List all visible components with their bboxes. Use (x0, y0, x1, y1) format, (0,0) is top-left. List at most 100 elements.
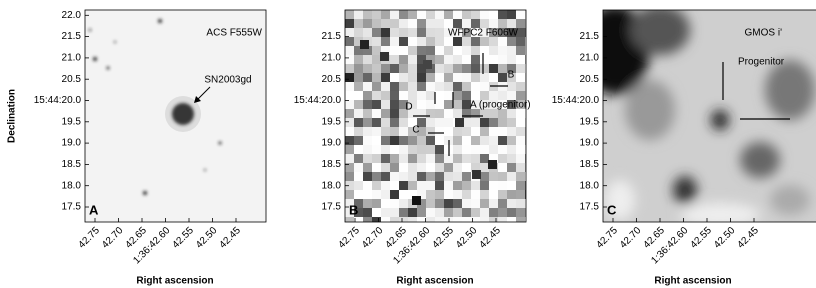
pixel (462, 190, 472, 200)
pixel (390, 136, 400, 146)
pixel (516, 145, 526, 155)
pixel (498, 136, 508, 146)
pixel (498, 190, 508, 200)
pixel (525, 190, 535, 200)
pixel (372, 190, 382, 200)
x-tick-label: 42.70 (100, 225, 126, 251)
pixel (408, 154, 418, 164)
pixel (455, 118, 464, 127)
pixel (354, 100, 364, 110)
pixel (372, 208, 382, 218)
pixel (345, 154, 355, 164)
pixel (417, 100, 427, 110)
pixel (498, 172, 508, 182)
x-tick-label: 42.55 (689, 225, 715, 251)
image-a (85, 10, 266, 222)
pixel (363, 154, 373, 164)
x-tick-label: 42.45 (218, 225, 244, 251)
pixel (372, 10, 382, 20)
y-tick-label: 21.0 (580, 53, 600, 64)
pixel (507, 127, 517, 137)
pixel (516, 154, 526, 164)
pixel (372, 82, 382, 92)
y-tick-label: 17.5 (580, 202, 600, 213)
pixel (399, 46, 409, 56)
pixel (426, 19, 436, 29)
pixel (453, 100, 463, 110)
pixel (480, 172, 490, 182)
pixel (525, 208, 535, 218)
pixel (426, 190, 436, 200)
pixel (345, 73, 355, 83)
pixel (399, 91, 409, 101)
pixel (408, 19, 418, 29)
pixel (488, 160, 497, 169)
y-tick-label: 20.5 (322, 74, 342, 85)
pixel (498, 10, 508, 20)
y-tick-label: 17.5 (62, 202, 82, 213)
pixel (354, 118, 364, 128)
pixel (462, 127, 472, 137)
pixel (372, 118, 382, 128)
pixel (489, 64, 499, 74)
filter-label: GMOS i' (745, 28, 783, 39)
pixel (363, 163, 373, 173)
pixel (426, 145, 436, 155)
pixel (372, 145, 382, 155)
pixel (417, 208, 427, 218)
pixel (417, 73, 427, 83)
pixel (363, 208, 373, 218)
pixel (435, 136, 445, 146)
pixel (471, 199, 481, 209)
pixel (345, 91, 355, 101)
pixel (435, 199, 445, 209)
pixel (507, 181, 517, 191)
pixel (453, 172, 463, 182)
pixel (354, 109, 364, 119)
pixel (453, 64, 463, 74)
pixel (462, 10, 472, 20)
pixel (399, 172, 409, 182)
pixel (444, 199, 454, 209)
pixel (516, 199, 526, 209)
pixel (399, 199, 409, 209)
pixel (489, 199, 499, 209)
pixel (471, 82, 481, 92)
pixel (471, 10, 481, 20)
pixel (426, 73, 436, 83)
pixel (453, 82, 463, 92)
pixel (426, 91, 436, 101)
y-tick-label: 22.0 (62, 10, 82, 21)
filter-label: ACS F555W (206, 28, 262, 39)
pixel (444, 64, 454, 74)
x-axis-label: Right ascension (396, 276, 473, 287)
pixel (381, 172, 391, 182)
pixel (363, 118, 373, 128)
pixel (480, 208, 490, 218)
y-tick-label: 19.0 (322, 138, 342, 149)
pixel (390, 100, 400, 110)
pixel (426, 154, 436, 164)
pixel (507, 82, 517, 92)
x-tick-label: 42.45 (736, 225, 762, 251)
pixel (453, 73, 463, 83)
pixel (516, 208, 526, 218)
pixel (345, 82, 355, 92)
pixel (408, 208, 418, 218)
pixel (480, 127, 490, 137)
pixel (381, 190, 391, 200)
y-tick-label: 21.0 (322, 53, 342, 64)
pixel (345, 136, 355, 146)
y-tick-label: 17.5 (322, 202, 342, 213)
pixel (363, 145, 373, 155)
pixel (426, 100, 436, 110)
pixel (453, 127, 463, 137)
x-axis-label: Right ascension (136, 276, 213, 287)
pixel (516, 181, 526, 191)
pixel (390, 154, 400, 164)
x-tick-label: 42.50 (194, 225, 220, 251)
pixel (462, 208, 472, 218)
pixel (354, 82, 364, 92)
pixel (435, 28, 445, 38)
pixel (380, 52, 389, 61)
